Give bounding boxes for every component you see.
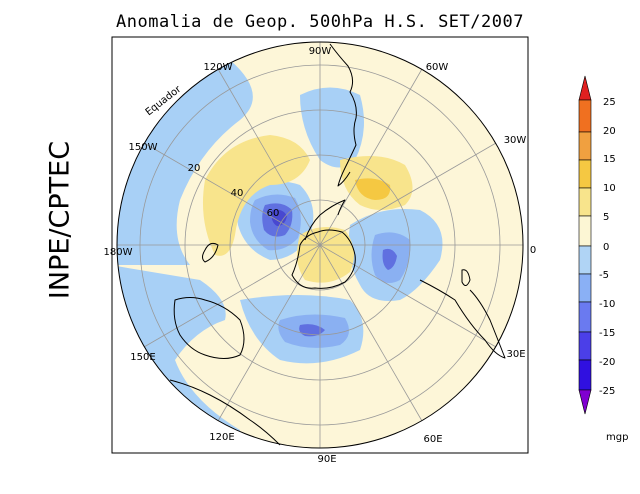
colorbar-segment-4 [578,187,592,217]
colorbar-label-1: 25 [603,97,616,108]
lon-label-150e: 150E [130,352,155,363]
colorbar-label-8: -10 [599,299,615,310]
new-zealand-coast [202,242,219,263]
colorbar-label-3: 15 [603,154,616,165]
colorbar-segment-8 [578,301,592,333]
indonesia-coast [169,379,281,446]
colorbar-segment-9 [578,331,592,361]
antarctica-coast [291,229,356,289]
colorbar-unit: mgp [606,432,628,443]
lat-label-20: 20 [188,163,201,174]
colorbar-label-10: -20 [599,357,615,368]
colorbar: 25 20 15 10 5 0 -5 -10 -15 -20 -25 mgp [578,75,628,443]
colorbar-min-arrow [578,389,592,415]
negative-region-north [300,87,364,168]
map-title: Anomalia de Geop. 500hPa H.S. SET/2007 [116,12,524,32]
map-disk-outline [116,41,524,449]
colorbar-segment-1 [578,99,592,133]
colorbar-label-5: 5 [603,212,609,223]
negative-core-center-deep [271,209,287,226]
south-america-coast [329,43,357,187]
colorbar-segment-2 [578,131,592,161]
colorbar-label-9: -15 [599,328,615,339]
colorbar-segment-6 [578,245,592,275]
colorbar-label-6: 0 [603,242,609,253]
positive-region-northwest [202,135,310,256]
colorbar-segment-7 [578,273,592,303]
lon-label-0: 0 [530,245,536,256]
lon-label-60w: 60W [426,62,449,73]
colorbar-max-arrow [578,75,592,101]
lon-label-60e: 60E [423,434,442,445]
lon-label-90e: 90E [317,454,336,465]
lon-label-30w: 30W [504,135,527,146]
negative-core-south-dark [299,324,325,337]
positive-region-northeast-core [355,178,391,200]
coastlines [169,43,506,446]
lon-label-180w: 180W [104,247,133,258]
colorbar-label-11: -25 [599,386,615,397]
negative-core-east-dark [382,248,397,270]
lat-label-60: 60 [267,208,280,219]
colorbar-label-7: -5 [599,270,609,281]
colorbar-segment-10 [578,359,592,391]
australia-coast [173,297,245,359]
antarctic-peninsula-coast [304,199,346,241]
lon-label-120e: 120E [209,432,234,443]
madagascar-coast [461,269,471,286]
colorbar-segment-5 [578,215,592,247]
lon-label-150w: 150W [129,142,158,153]
lon-label-90w: 90W [309,46,332,57]
lat-label-40: 40 [231,188,244,199]
lon-label-120w: 120W [204,62,233,73]
map-frame [111,36,529,454]
colorbar-label-4: 10 [603,183,616,194]
colorbar-segment-3 [578,159,592,189]
graticule [117,42,523,448]
lon-label-30e: 30E [506,349,525,360]
africa-coast [419,279,506,359]
colorbar-label-2: 20 [603,126,616,137]
meridian-30w-150e [143,142,497,348]
